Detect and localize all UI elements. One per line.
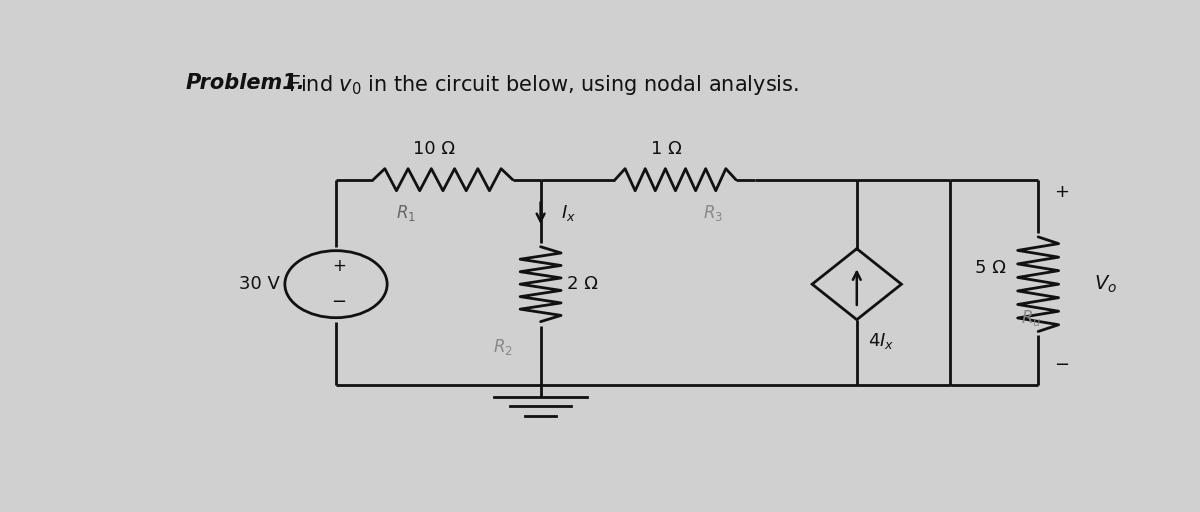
Text: −: −: [1054, 356, 1069, 374]
Text: $R_2$: $R_2$: [493, 337, 514, 357]
Text: $4 I_x$: $4 I_x$: [868, 331, 894, 352]
Text: $I_x$: $I_x$: [562, 203, 576, 223]
Text: $V_o$: $V_o$: [1094, 273, 1117, 295]
Text: 5 Ω: 5 Ω: [974, 260, 1006, 278]
Text: 10 Ω: 10 Ω: [413, 140, 455, 158]
Text: $R_u$: $R_u$: [1020, 308, 1040, 328]
Text: 30 V: 30 V: [239, 275, 281, 293]
Text: $R_1$: $R_1$: [396, 203, 415, 223]
Text: 1 Ω: 1 Ω: [650, 140, 682, 158]
Text: Find $v_0$ in the circuit below, using nodal analysis.: Find $v_0$ in the circuit below, using n…: [288, 73, 799, 97]
Text: 2 Ω: 2 Ω: [566, 275, 598, 293]
Text: Problem1.: Problem1.: [185, 73, 305, 93]
Text: +: +: [1054, 183, 1069, 201]
Text: +: +: [332, 257, 346, 275]
Text: −: −: [331, 293, 347, 311]
Text: $R_3$: $R_3$: [703, 203, 722, 223]
